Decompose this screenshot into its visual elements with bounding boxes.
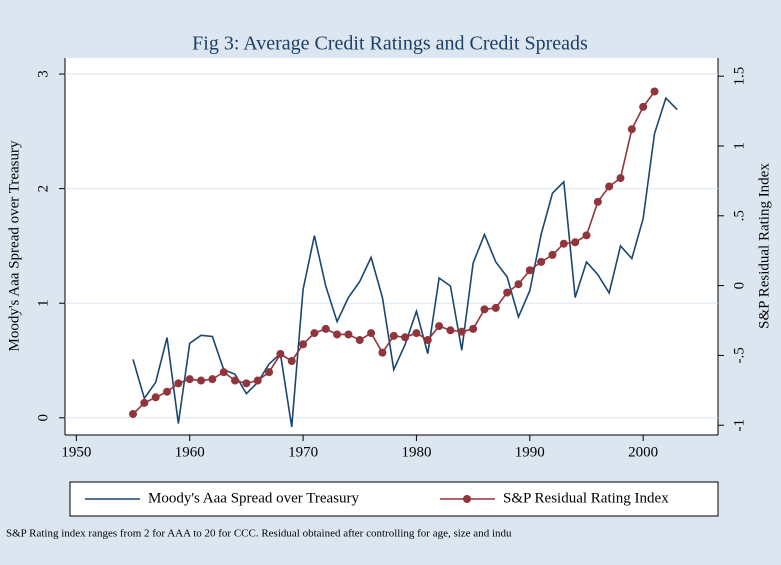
x-tick-label: 2000 [628,444,658,460]
marker [571,238,580,247]
marker [129,410,138,419]
marker [174,379,183,388]
marker [321,324,330,333]
x-tick-label: 1960 [175,444,205,460]
x-tick-label: 1980 [401,444,431,460]
marker [457,327,466,336]
marker [163,387,172,396]
marker [525,266,534,275]
marker [242,379,251,388]
marker [480,305,489,314]
marker [231,376,240,385]
y-tick-label: 2 [35,185,51,193]
x-tick-label: 1970 [288,444,318,460]
marker [650,87,659,96]
y2-tick-label: 1.5 [731,67,747,86]
marker [265,368,274,377]
y-tick-label: 0 [35,414,51,422]
y-tick-label: 3 [35,70,51,78]
y2-tick-label: 1 [731,142,747,150]
marker [616,174,625,183]
legend [69,481,719,517]
marker [151,393,160,402]
legend-label: Moody's Aaa Spread over Treasury [148,490,360,506]
y-tick-label: 1 [35,299,51,307]
marker [582,231,591,240]
marker [593,197,602,206]
marker [491,303,500,312]
marker [253,376,262,385]
marker [537,257,546,266]
marker [344,330,353,339]
legend-marker [463,495,471,503]
marker [514,280,523,289]
marker [469,324,478,333]
marker [355,336,364,345]
marker [639,102,648,111]
marker [310,329,319,338]
y2-axis-title: S&P Residual Rating Index [756,163,772,329]
marker [548,250,557,259]
marker [446,326,455,335]
marker [559,239,568,248]
y2-tick-label: -1 [731,419,747,432]
y2-tick-label: 0 [731,282,747,290]
marker [627,125,636,134]
marker [401,333,410,342]
x-tick-label: 1990 [515,444,545,460]
marker [503,288,512,297]
marker [197,376,206,385]
marker [333,330,342,339]
marker [412,329,421,338]
x-tick-label: 1950 [61,444,91,460]
marker [185,375,194,384]
y2-tick-label: -.5 [731,347,747,363]
marker [299,340,308,349]
marker [276,350,285,359]
marker [140,398,149,407]
marker [208,375,217,384]
note: S&P Rating index ranges from 2 for AAA t… [6,528,512,540]
marker [389,331,398,340]
y2-tick-label: .5 [731,210,747,221]
chart-title: Fig 3: Average Credit Ratings and Credit… [192,33,588,55]
marker [378,348,387,357]
marker [287,356,296,365]
marker [367,329,376,338]
plot-area [65,58,718,435]
marker [219,368,228,377]
legend-label: S&P Residual Rating Index [503,490,669,506]
y-axis-title: Moody's Aaa Spread over Treasury [6,140,22,352]
marker [423,336,432,345]
marker [435,322,444,331]
marker [605,182,614,191]
